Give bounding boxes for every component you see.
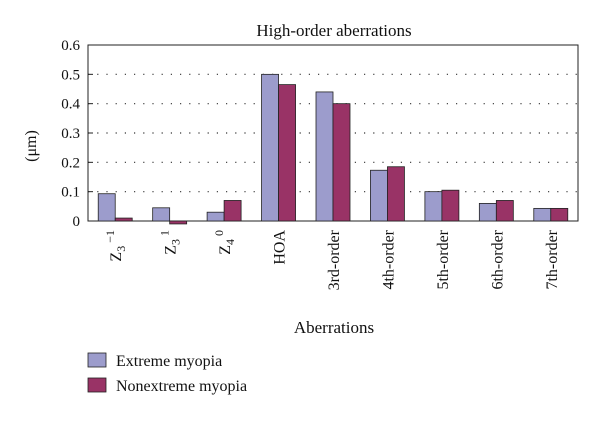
y-tick-label: 0 — [73, 214, 81, 230]
legend-swatch-extreme-myopia — [87, 352, 107, 368]
bar-nonextreme-myopia-3 — [278, 84, 296, 222]
x-tick-label: 7th-order — [544, 229, 561, 289]
plot-area: 0 0.1 0.2 0.3 0.4 0.5 0.6 Z3 −1 Z3 1 Z4 0 HOA 3rd-o… — [61, 38, 579, 290]
x-tick-label: 4th-order — [380, 229, 397, 289]
bar-nonextreme-myopia-2 — [223, 200, 242, 222]
x-tick-label: Z3 1 — [158, 230, 183, 255]
bar-nonextreme-myopia-5 — [387, 166, 405, 222]
bar-extreme-myopia-5 — [370, 169, 388, 222]
y-tick-label: 0.4 — [61, 97, 80, 113]
bar-extreme-myopia-8 — [533, 207, 552, 222]
bar-nonextreme-myopia-1 — [169, 220, 188, 225]
bar-nonextreme-myopia-8 — [550, 207, 569, 222]
x-tick-label: HOA — [272, 230, 289, 265]
bar-nonextreme-myopia-4 — [332, 103, 351, 222]
bar-extreme-myopia-0 — [97, 193, 116, 222]
y-tick-label: 0.2 — [61, 155, 80, 171]
y-tick-label: 0.1 — [61, 185, 80, 201]
legend: Extreme myopia Nonextreme myopia — [87, 352, 247, 395]
y-axis-label: (μm) — [23, 130, 40, 162]
x-tick-label: 3rd-order — [326, 229, 343, 290]
legend-label-extreme-myopia: Extreme myopia — [116, 353, 222, 370]
legend-label-nonextreme-myopia: Nonextreme myopia — [116, 378, 247, 395]
y-tick-label: 0.6 — [61, 38, 80, 54]
bar-extreme-myopia-4 — [315, 91, 334, 222]
bar-extreme-myopia-7 — [478, 202, 497, 222]
x-tick-label: 6th-order — [489, 229, 506, 289]
x-tick-label: 5th-order — [435, 229, 452, 289]
bar-extreme-myopia-2 — [206, 211, 225, 222]
legend-swatch-nonextreme-myopia — [87, 377, 107, 393]
bar-nonextreme-myopia-7 — [495, 200, 514, 222]
chart-title: High-order aberrations — [256, 21, 411, 40]
y-tick-label: 0.3 — [61, 126, 80, 142]
bar-extreme-myopia-1 — [152, 207, 171, 222]
x-tick-label: Z3 −1 — [103, 230, 128, 262]
x-axis-label: Aberrations — [294, 318, 374, 337]
x-tick-label: Z4 0 — [212, 230, 237, 255]
bar-nonextreme-myopia-0 — [114, 217, 133, 222]
y-tick-label: 0.5 — [61, 67, 80, 83]
bar-extreme-myopia-6 — [424, 191, 443, 222]
bar-extreme-myopia-3 — [261, 73, 279, 222]
bar-nonextreme-myopia-6 — [441, 189, 460, 222]
